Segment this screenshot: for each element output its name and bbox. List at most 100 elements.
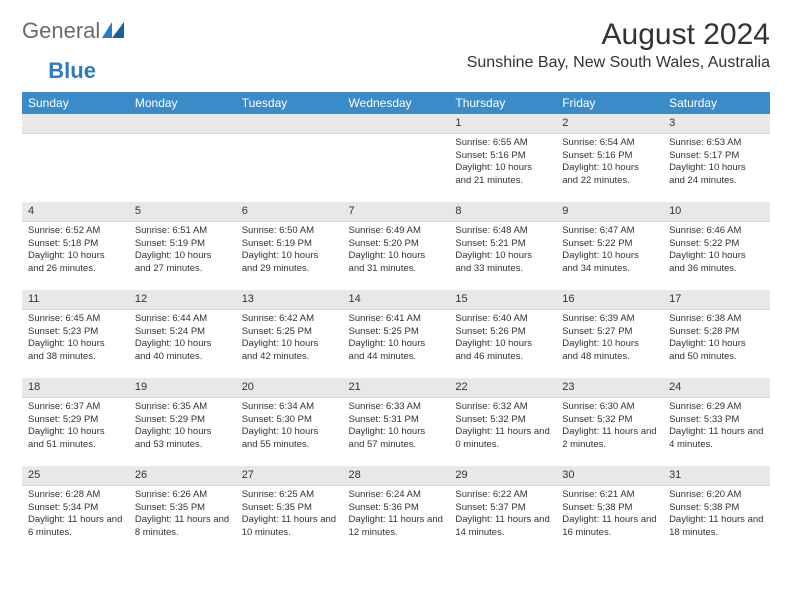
daylight-line: Daylight: 10 hours and 21 minutes. <box>455 162 550 188</box>
calendar-table: Sunday Monday Tuesday Wednesday Thursday… <box>22 92 770 554</box>
day-content: Sunrise: 6:21 AMSunset: 5:38 PMDaylight:… <box>556 486 663 542</box>
calendar-cell: 2Sunrise: 6:54 AMSunset: 5:16 PMDaylight… <box>556 114 663 202</box>
sunrise-line: Sunrise: 6:41 AM <box>349 313 444 326</box>
location-line: Sunshine Bay, New South Wales, Australia <box>467 54 770 72</box>
sunrise-line: Sunrise: 6:48 AM <box>455 225 550 238</box>
daylight-line: Daylight: 10 hours and 31 minutes. <box>349 250 444 276</box>
sunset-line: Sunset: 5:38 PM <box>669 502 764 515</box>
day-content: Sunrise: 6:20 AMSunset: 5:38 PMDaylight:… <box>663 486 770 542</box>
daylight-line: Daylight: 11 hours and 4 minutes. <box>669 426 764 452</box>
sunrise-line: Sunrise: 6:20 AM <box>669 489 764 502</box>
sunset-line: Sunset: 5:30 PM <box>242 414 337 427</box>
daylight-line: Daylight: 11 hours and 18 minutes. <box>669 514 764 540</box>
day-number: 17 <box>663 290 770 310</box>
daylight-line: Daylight: 11 hours and 10 minutes. <box>242 514 337 540</box>
day-content: Sunrise: 6:54 AMSunset: 5:16 PMDaylight:… <box>556 134 663 190</box>
sunrise-line: Sunrise: 6:28 AM <box>28 489 123 502</box>
calendar-cell: 4Sunrise: 6:52 AMSunset: 5:18 PMDaylight… <box>22 202 129 290</box>
day-number: 9 <box>556 202 663 222</box>
sunrise-line: Sunrise: 6:22 AM <box>455 489 550 502</box>
daylight-line: Daylight: 11 hours and 8 minutes. <box>135 514 230 540</box>
calendar-cell: 13Sunrise: 6:42 AMSunset: 5:25 PMDayligh… <box>236 290 343 378</box>
sunrise-line: Sunrise: 6:26 AM <box>135 489 230 502</box>
calendar-row: 18Sunrise: 6:37 AMSunset: 5:29 PMDayligh… <box>22 378 770 466</box>
sunrise-line: Sunrise: 6:44 AM <box>135 313 230 326</box>
calendar-cell: 7Sunrise: 6:49 AMSunset: 5:20 PMDaylight… <box>343 202 450 290</box>
sunset-line: Sunset: 5:35 PM <box>135 502 230 515</box>
sunset-line: Sunset: 5:28 PM <box>669 326 764 339</box>
sunset-line: Sunset: 5:16 PM <box>455 150 550 163</box>
calendar-cell: 12Sunrise: 6:44 AMSunset: 5:24 PMDayligh… <box>129 290 236 378</box>
calendar-cell: 26Sunrise: 6:26 AMSunset: 5:35 PMDayligh… <box>129 466 236 554</box>
sunrise-line: Sunrise: 6:38 AM <box>669 313 764 326</box>
sunrise-line: Sunrise: 6:42 AM <box>242 313 337 326</box>
day-number: 10 <box>663 202 770 222</box>
day-header-row: Sunday Monday Tuesday Wednesday Thursday… <box>22 92 770 114</box>
sunrise-line: Sunrise: 6:50 AM <box>242 225 337 238</box>
calendar-cell: 23Sunrise: 6:30 AMSunset: 5:32 PMDayligh… <box>556 378 663 466</box>
daylight-line: Daylight: 10 hours and 26 minutes. <box>28 250 123 276</box>
daylight-line: Daylight: 11 hours and 14 minutes. <box>455 514 550 540</box>
day-number: 12 <box>129 290 236 310</box>
calendar-cell <box>129 114 236 202</box>
calendar-cell: 11Sunrise: 6:45 AMSunset: 5:23 PMDayligh… <box>22 290 129 378</box>
sunset-line: Sunset: 5:23 PM <box>28 326 123 339</box>
sunrise-line: Sunrise: 6:25 AM <box>242 489 337 502</box>
day-content: Sunrise: 6:49 AMSunset: 5:20 PMDaylight:… <box>343 222 450 278</box>
calendar-cell: 29Sunrise: 6:22 AMSunset: 5:37 PMDayligh… <box>449 466 556 554</box>
sunrise-line: Sunrise: 6:40 AM <box>455 313 550 326</box>
sunrise-line: Sunrise: 6:55 AM <box>455 137 550 150</box>
calendar-cell: 17Sunrise: 6:38 AMSunset: 5:28 PMDayligh… <box>663 290 770 378</box>
day-content: Sunrise: 6:42 AMSunset: 5:25 PMDaylight:… <box>236 310 343 366</box>
calendar-cell: 19Sunrise: 6:35 AMSunset: 5:29 PMDayligh… <box>129 378 236 466</box>
day-content: Sunrise: 6:26 AMSunset: 5:35 PMDaylight:… <box>129 486 236 542</box>
calendar-cell: 31Sunrise: 6:20 AMSunset: 5:38 PMDayligh… <box>663 466 770 554</box>
calendar-cell: 5Sunrise: 6:51 AMSunset: 5:19 PMDaylight… <box>129 202 236 290</box>
sunset-line: Sunset: 5:22 PM <box>562 238 657 251</box>
logo-text-b: Blue <box>48 58 96 84</box>
day-number: 14 <box>343 290 450 310</box>
day-content: Sunrise: 6:55 AMSunset: 5:16 PMDaylight:… <box>449 134 556 190</box>
daylight-line: Daylight: 10 hours and 57 minutes. <box>349 426 444 452</box>
day-number: 29 <box>449 466 556 486</box>
calendar-cell: 28Sunrise: 6:24 AMSunset: 5:36 PMDayligh… <box>343 466 450 554</box>
calendar-row: 11Sunrise: 6:45 AMSunset: 5:23 PMDayligh… <box>22 290 770 378</box>
daylight-line: Daylight: 10 hours and 29 minutes. <box>242 250 337 276</box>
day-number: 27 <box>236 466 343 486</box>
daylight-line: Daylight: 10 hours and 27 minutes. <box>135 250 230 276</box>
sunset-line: Sunset: 5:38 PM <box>562 502 657 515</box>
sunrise-line: Sunrise: 6:29 AM <box>669 401 764 414</box>
sunrise-line: Sunrise: 6:46 AM <box>669 225 764 238</box>
day-content: Sunrise: 6:44 AMSunset: 5:24 PMDaylight:… <box>129 310 236 366</box>
day-number: 23 <box>556 378 663 398</box>
daylight-line: Daylight: 11 hours and 0 minutes. <box>455 426 550 452</box>
sunset-line: Sunset: 5:37 PM <box>455 502 550 515</box>
daylight-line: Daylight: 10 hours and 36 minutes. <box>669 250 764 276</box>
daylight-line: Daylight: 11 hours and 6 minutes. <box>28 514 123 540</box>
day-number: 2 <box>556 114 663 134</box>
logo-icon <box>100 18 124 44</box>
logo-text-a: General <box>22 18 100 44</box>
daylight-line: Daylight: 10 hours and 48 minutes. <box>562 338 657 364</box>
sunrise-line: Sunrise: 6:21 AM <box>562 489 657 502</box>
calendar-cell: 24Sunrise: 6:29 AMSunset: 5:33 PMDayligh… <box>663 378 770 466</box>
day-content: Sunrise: 6:38 AMSunset: 5:28 PMDaylight:… <box>663 310 770 366</box>
daylight-line: Daylight: 11 hours and 16 minutes. <box>562 514 657 540</box>
sunset-line: Sunset: 5:19 PM <box>242 238 337 251</box>
sunset-line: Sunset: 5:17 PM <box>669 150 764 163</box>
sunset-line: Sunset: 5:22 PM <box>669 238 764 251</box>
col-monday: Monday <box>129 92 236 114</box>
daylight-line: Daylight: 10 hours and 53 minutes. <box>135 426 230 452</box>
daylight-line: Daylight: 10 hours and 46 minutes. <box>455 338 550 364</box>
col-thursday: Thursday <box>449 92 556 114</box>
day-content: Sunrise: 6:40 AMSunset: 5:26 PMDaylight:… <box>449 310 556 366</box>
sunset-line: Sunset: 5:36 PM <box>349 502 444 515</box>
daylight-line: Daylight: 11 hours and 2 minutes. <box>562 426 657 452</box>
day-content: Sunrise: 6:22 AMSunset: 5:37 PMDaylight:… <box>449 486 556 542</box>
col-friday: Friday <box>556 92 663 114</box>
day-content: Sunrise: 6:51 AMSunset: 5:19 PMDaylight:… <box>129 222 236 278</box>
day-number: 19 <box>129 378 236 398</box>
day-number: 16 <box>556 290 663 310</box>
day-number: 13 <box>236 290 343 310</box>
sunrise-line: Sunrise: 6:54 AM <box>562 137 657 150</box>
